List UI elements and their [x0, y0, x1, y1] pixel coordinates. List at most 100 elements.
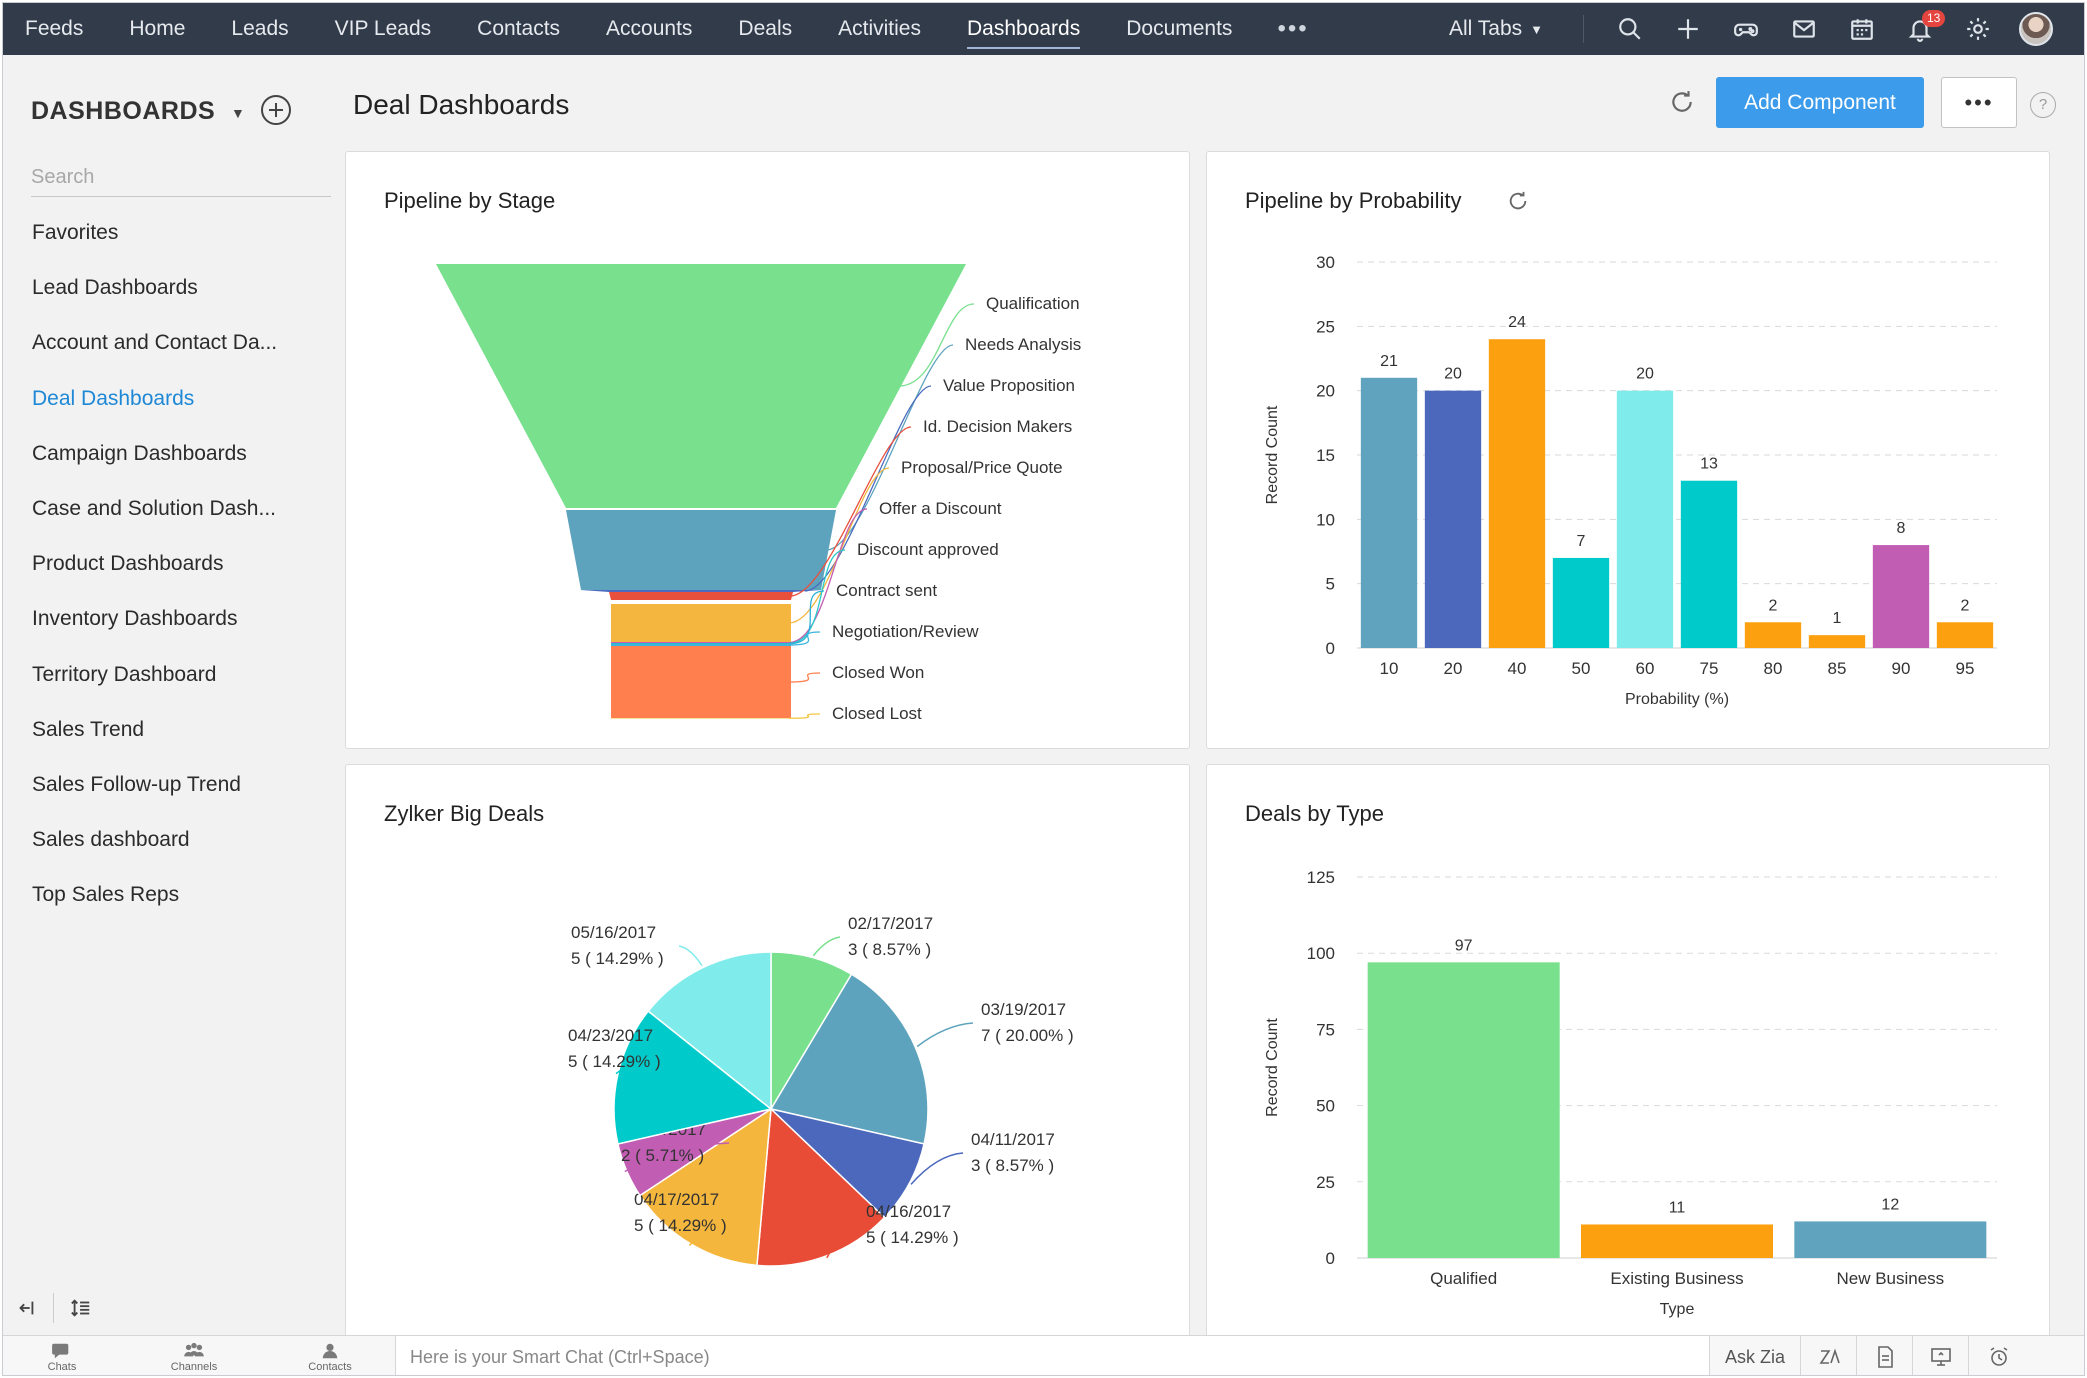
y-tick-label: 20 — [1316, 382, 1335, 401]
bell-icon[interactable]: 13 — [1891, 3, 1949, 55]
funnel-stage — [611, 643, 791, 644]
all-tabs-dropdown[interactable]: All Tabs ▼ — [1449, 3, 1543, 55]
bar-chart: 0 5 10 15 20 25 30 21 10 20 20 24 40 7 50 20 60 13 75 2 80 1 8… — [1264, 253, 1997, 708]
funnel-stage — [581, 590, 821, 592]
screen-share-icon[interactable] — [1912, 1336, 1968, 1375]
funnel-connector — [804, 385, 932, 592]
sidebar-item[interactable]: Product Dashboards — [32, 552, 224, 576]
chats-button[interactable]: Chats — [3, 1336, 121, 1375]
alarm-clock-icon[interactable] — [1968, 1336, 2028, 1375]
nav-tab-deals[interactable]: Deals — [738, 17, 793, 40]
sidebar-item[interactable]: Lead Dashboards — [32, 276, 198, 300]
y-tick-label: 50 — [1316, 1097, 1335, 1116]
pie-connector — [615, 1048, 677, 1075]
data-label: 1 — [1833, 610, 1842, 627]
contacts-button[interactable]: Contacts — [271, 1336, 389, 1375]
add-dashboard-icon[interactable] — [261, 95, 291, 125]
nav-tabs: Feeds Home Leads VIP Leads Contacts Accounts D… — [3, 3, 1255, 55]
y-tick-label: 25 — [1316, 317, 1335, 336]
funnel-label: Closed Won — [832, 663, 924, 682]
sort-list-icon[interactable] — [66, 1293, 96, 1323]
nav-tab-contacts[interactable]: Contacts — [477, 17, 561, 40]
contact-icon — [322, 1343, 338, 1358]
bar — [1616, 390, 1674, 648]
page-title: Deal Dashboards — [353, 89, 570, 120]
plus-icon[interactable] — [1659, 3, 1717, 55]
nav-tab-accounts[interactable]: Accounts — [606, 17, 693, 40]
sidebar-item[interactable]: Sales Trend — [32, 717, 145, 741]
pie-value-label: 2 ( 5.71% ) — [621, 1146, 704, 1165]
add-component-button[interactable]: Add Component — [1716, 77, 1924, 128]
sidebar-item[interactable]: Case and Solution Dash... — [32, 496, 276, 520]
collapse-sidebar-icon[interactable] — [11, 1293, 41, 1323]
funnel-stage — [566, 510, 836, 590]
sidebar-item[interactable]: Campaign Dashboards — [32, 441, 247, 465]
funnel-connector — [789, 426, 912, 597]
nav-tab-feeds[interactable]: Feeds — [25, 17, 84, 40]
sidebar-item[interactable]: Favorites — [32, 221, 119, 244]
nav-tab-vip-leads[interactable]: VIP Leads — [334, 17, 432, 40]
pie-value-label: 3 ( 8.57% ) — [971, 1156, 1054, 1175]
x-tick-label: 75 — [1700, 659, 1719, 678]
y-tick-label: 125 — [1307, 868, 1335, 887]
funnel-label: Qualification — [986, 294, 1080, 313]
smart-chat-input[interactable]: Here is your Smart Chat (Ctrl+Space) — [395, 1336, 1710, 1375]
nav-tab-home[interactable]: Home — [129, 17, 186, 40]
funnel-stage — [611, 718, 791, 719]
bar — [1744, 622, 1802, 648]
sidebar-title: DASHBOARDS — [31, 97, 216, 125]
pie-label: 04/11/2017 — [971, 1130, 1055, 1149]
y-axis-label: Record Count — [1264, 1018, 1281, 1117]
sidebar-search-input[interactable] — [31, 159, 331, 197]
help-icon[interactable]: ? — [2030, 92, 2056, 118]
nav-tab-leads[interactable]: Leads — [231, 17, 289, 40]
calendar-icon[interactable] — [1833, 3, 1891, 55]
funnel-stage — [611, 646, 791, 718]
funnel-connector — [788, 590, 825, 645]
card-title: Pipeline by Probability — [1245, 188, 1462, 213]
refresh-icon[interactable] — [1507, 190, 1531, 214]
ask-zia-button[interactable]: Ask Zia — [1724, 1347, 1785, 1367]
more-options-button[interactable]: ••• — [1941, 77, 2017, 128]
chevron-down-icon[interactable]: ▼ — [231, 105, 245, 121]
sidebar-item[interactable]: Account and Contact Da... — [32, 331, 278, 355]
sidebar-item[interactable]: Inventory Dashboards — [32, 607, 238, 631]
nav-icons: 13 — [1601, 3, 2065, 55]
gear-icon[interactable] — [1949, 3, 2007, 55]
pie-slice — [768, 1107, 925, 1219]
card-title: Zylker Big Deals — [384, 801, 545, 826]
avatar[interactable] — [2007, 3, 2065, 55]
funnel-stage — [611, 644, 791, 646]
channels-button[interactable]: Channels — [135, 1336, 253, 1375]
sidebar-item[interactable]: Sales dashboard — [32, 828, 190, 852]
bar — [1488, 339, 1546, 648]
more-tabs-button[interactable]: ••• — [1277, 15, 1309, 42]
gamepad-icon[interactable] — [1717, 3, 1775, 55]
x-tick-label: 50 — [1572, 659, 1591, 678]
pie-connector — [910, 1152, 964, 1185]
zia-icon[interactable] — [1800, 1336, 1856, 1375]
nav-tab-documents[interactable]: Documents — [1126, 17, 1233, 40]
refresh-icon[interactable] — [1669, 89, 1699, 119]
sidebar-item[interactable]: Deal Dashboards — [32, 386, 195, 410]
funnel-connector — [788, 508, 868, 644]
pie-slice — [770, 951, 853, 1112]
nav-tab-dashboards[interactable]: Dashboards — [944, 3, 1103, 55]
x-tick-label: 40 — [1508, 659, 1527, 678]
funnel-connector — [788, 713, 821, 719]
data-label: 97 — [1455, 937, 1473, 954]
nav-tab-activities[interactable]: Activities — [838, 17, 921, 40]
funnel-connector — [788, 631, 821, 646]
sidebar-item[interactable]: Top Sales Reps — [32, 883, 180, 907]
bar — [1872, 545, 1930, 648]
document-icon[interactable] — [1856, 1336, 1912, 1375]
sidebar-item[interactable]: Territory Dashboard — [32, 662, 217, 686]
pie-label: 03/19/2017 — [981, 1000, 1066, 1019]
pie-connector — [688, 1212, 743, 1246]
mail-icon[interactable] — [1775, 3, 1833, 55]
x-tick-label: 80 — [1764, 659, 1783, 678]
data-label: 11 — [1669, 1199, 1686, 1216]
sidebar-item[interactable]: Sales Follow-up Trend — [32, 772, 241, 796]
pie-connector — [812, 936, 841, 957]
search-icon[interactable] — [1601, 3, 1659, 55]
